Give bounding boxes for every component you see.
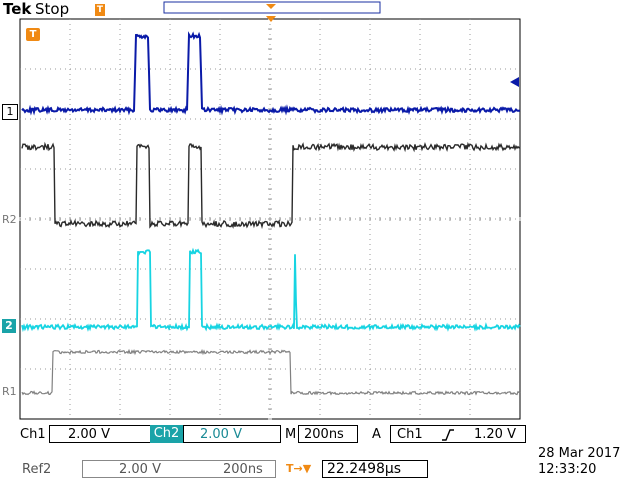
ref1-marker[interactable]: R1: [2, 385, 17, 398]
trigger-settings-box[interactable]: Ch1 1.20 V: [390, 425, 526, 443]
record-length-bar: [163, 1, 381, 14]
ref2-scale: 2.00 V: [119, 462, 161, 477]
trigger-position-value: 22.2498µs: [327, 461, 402, 477]
acquisition-mode: A: [372, 427, 381, 442]
rising-edge-icon: [442, 429, 454, 441]
trigger-tag[interactable]: T: [26, 28, 40, 41]
trigger-icon: T: [95, 4, 105, 16]
ch1-marker[interactable]: 1: [2, 104, 18, 120]
record-trigger-marker-icon: [266, 4, 276, 9]
trigger-position-icon: T→▼: [286, 462, 312, 475]
ch2-scale: 2.00 V: [200, 427, 242, 442]
timebase-mode: M: [285, 427, 297, 442]
timebase-value: 200ns: [304, 427, 344, 442]
trigger-level: 1.20 V: [474, 427, 516, 442]
ref1-waveform: [21, 348, 521, 396]
time-display: 12:33:20: [538, 462, 597, 477]
ref2-name: Ref2: [22, 462, 52, 477]
ch1-scale: 2.00 V: [68, 427, 110, 442]
ch1-scale-box[interactable]: 2.00 V: [49, 425, 151, 443]
ch2-scale-box[interactable]: 2.00 V: [183, 425, 281, 443]
graticule: [19, 18, 521, 420]
trigger-position-marker-icon[interactable]: [266, 16, 276, 22]
ch1-waveform: [21, 31, 521, 116]
timebase-box[interactable]: 200ns: [298, 425, 358, 443]
ref2-marker[interactable]: R2: [2, 213, 17, 226]
ref2-waveform: [21, 141, 521, 230]
ch2-name: Ch2: [150, 425, 183, 443]
trigger-level-arrow-icon[interactable]: [510, 77, 519, 87]
date-display: 28 Mar 2017: [538, 446, 621, 461]
ref2-settings-box[interactable]: 2.00 V 200ns: [82, 460, 276, 478]
ch2-marker[interactable]: 2: [2, 319, 16, 333]
ref2-timebase: 200ns: [223, 462, 263, 477]
trigger-position-box[interactable]: 22.2498µs: [322, 460, 428, 478]
brand-logo: Tek: [3, 0, 32, 18]
run-state: Stop: [35, 0, 70, 18]
trigger-source: Ch1: [397, 427, 423, 442]
ch1-name: Ch1: [20, 427, 46, 442]
ch2-waveform: [21, 247, 521, 333]
